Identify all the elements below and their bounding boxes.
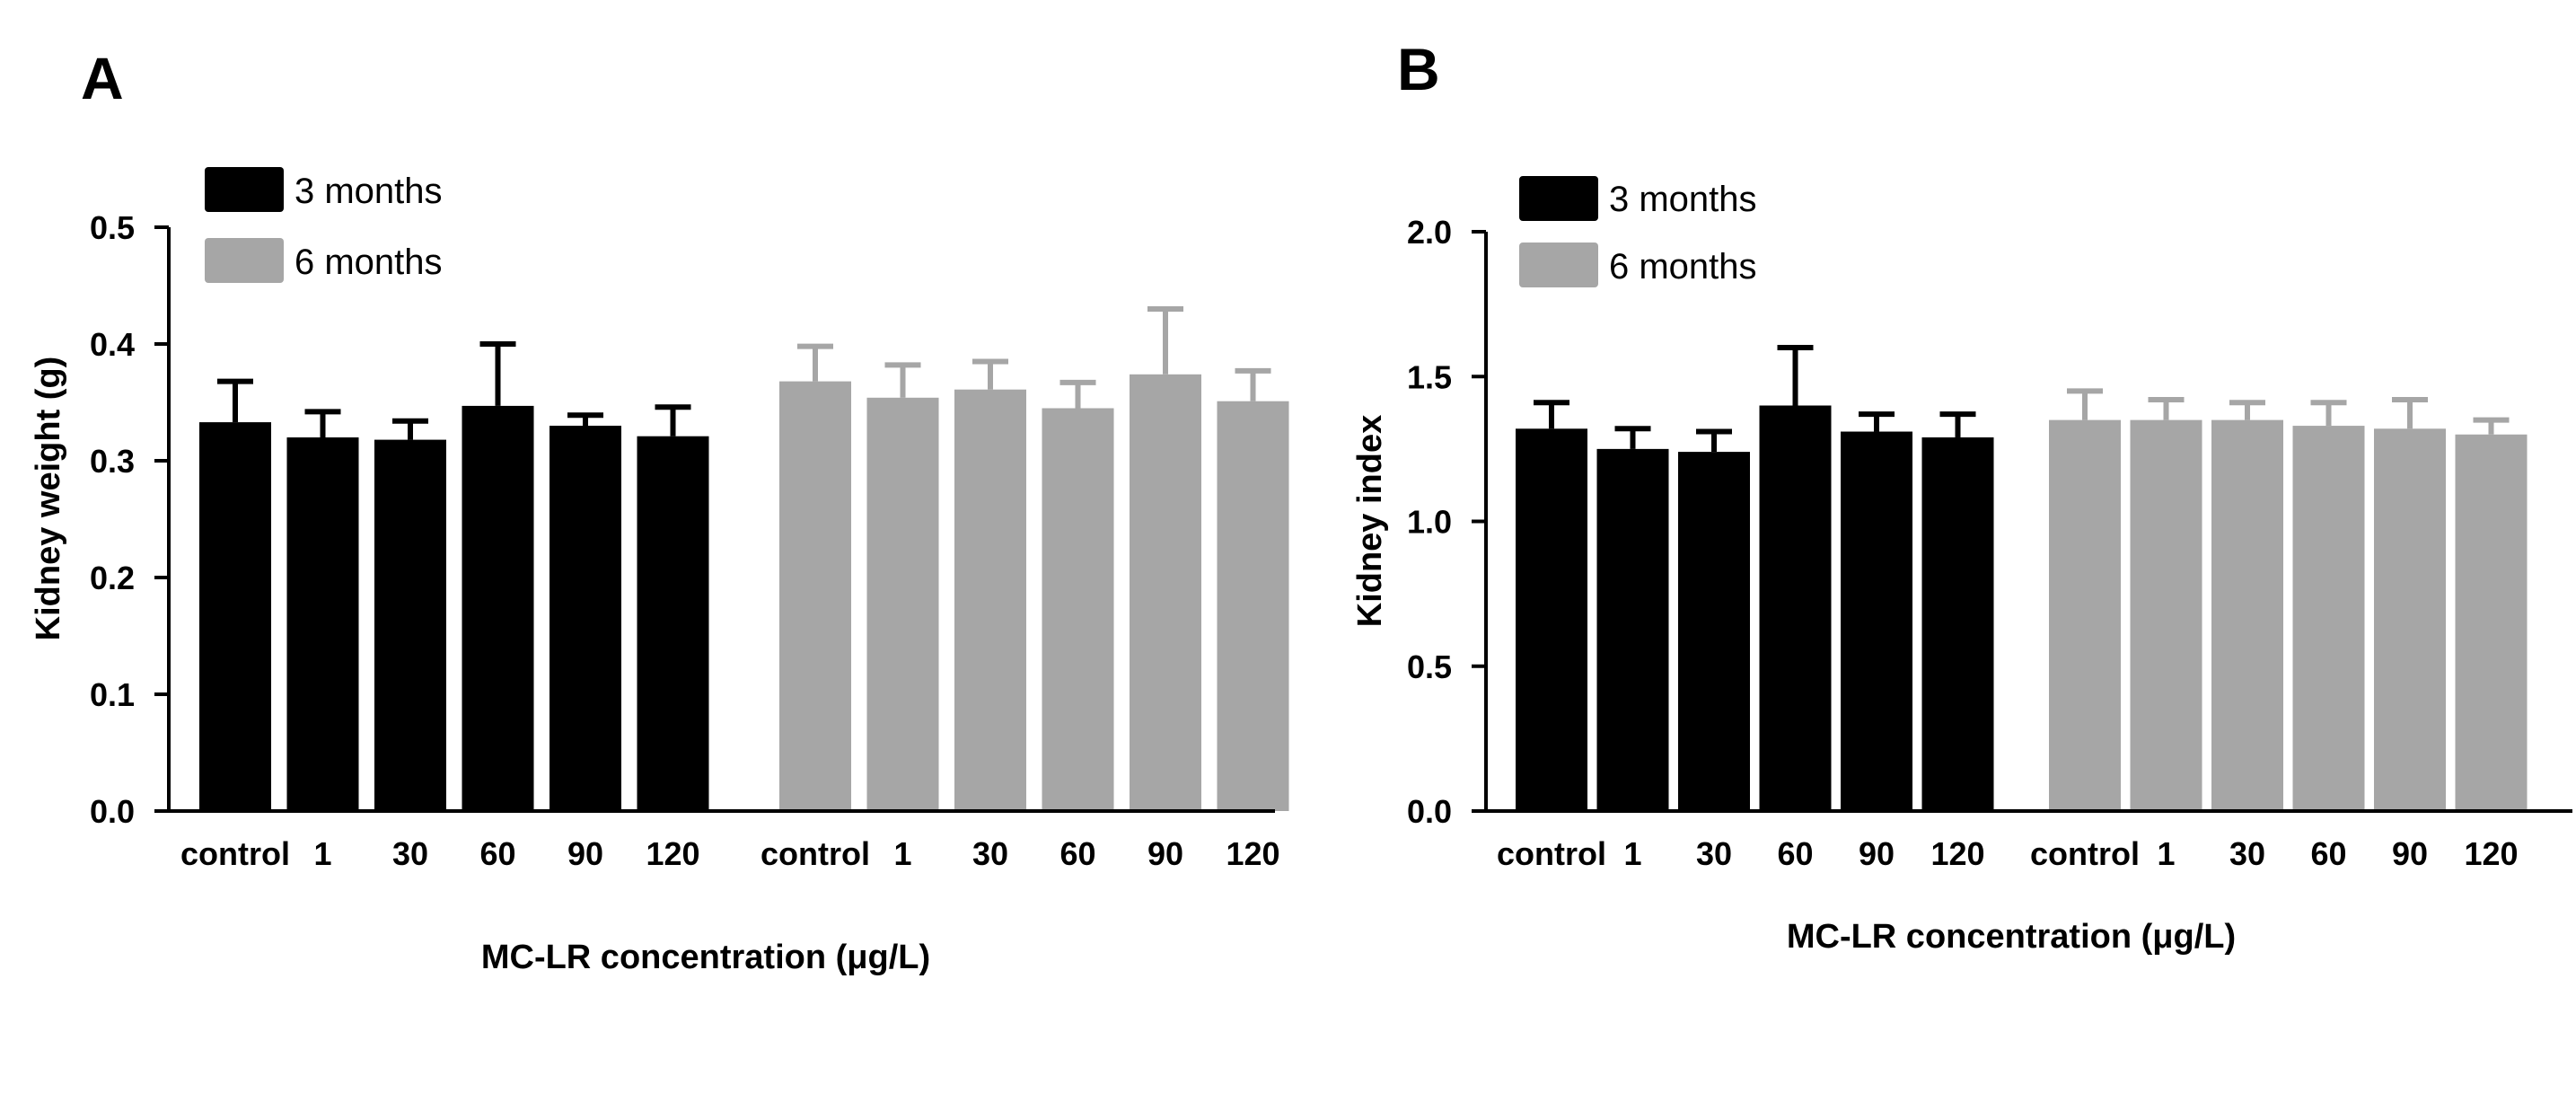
panel-a-x-tick-label: 120 <box>646 835 699 872</box>
panel-a-x-tick-label: 1 <box>893 835 911 872</box>
panel-b-legend-label-3-months: 3 months <box>1609 180 1757 219</box>
panel-a-bar-3-months-1 <box>287 437 359 811</box>
panel-b-legend-swatch-3-months <box>1519 176 1598 221</box>
panel-a-y-tick-label: 0.4 <box>90 326 135 363</box>
panel-b-bar-3-months-60 <box>1760 406 1832 812</box>
panel-b-y-tick-label: 2.0 <box>1407 214 1452 251</box>
panel-b-x-tick-label: 30 <box>2229 835 2265 872</box>
panel-a-bar-3-months-90 <box>549 426 621 811</box>
panel-a-y-tick-label: 0.3 <box>90 443 135 480</box>
panel-b-x-tick-label: 1 <box>1623 835 1641 872</box>
panel-a-bar-6-months-control <box>779 382 851 811</box>
panel-b-bar-6-months-60 <box>2293 426 2365 811</box>
panel-b-bar-3-months-control <box>1516 428 1587 811</box>
panel-a-bar-3-months-60 <box>462 406 534 811</box>
panel-b-x-tick-label: control <box>2030 835 2140 872</box>
panel-b-bar-3-months-30 <box>1678 452 1750 811</box>
panel-a-legend-swatch-3-months <box>205 167 284 212</box>
panel-b-x-tick-label: 60 <box>1777 835 1813 872</box>
panel-b-x-tick-label: control <box>1497 835 1606 872</box>
panel-b-bar-6-months-120 <box>2456 435 2528 811</box>
panel-a: A Kidney weight (g) MC-LR concentration … <box>30 45 1289 976</box>
panel-a-x-tick-label: 30 <box>392 835 428 872</box>
panel-b-x-axis-title: MC-LR concentration (μg/L) <box>1787 918 2236 956</box>
panel-b-y-tick-label: 0.0 <box>1407 793 1452 830</box>
panel-b-x-tick-label: 1 <box>2157 835 2175 872</box>
panel-a-plot-area: control 1 30 60 90 120 control 1 30 60 90 120 0.0 0.1… <box>90 209 1289 872</box>
panel-a-y-tick-label: 0.1 <box>90 676 135 713</box>
panel-a-legend-swatch-6-months <box>205 238 284 283</box>
panel-a-x-tick-label: 30 <box>972 835 1008 872</box>
panel-b-y-tick-label: 0.5 <box>1407 648 1452 685</box>
panel-a-y-tick-label: 0.5 <box>90 209 135 246</box>
panel-b-bar-6-months-control <box>2049 420 2121 811</box>
panel-a-x-tick-label: control <box>760 835 870 872</box>
panel-a-bar-3-months-120 <box>637 437 709 811</box>
panel-b-x-tick-label: 120 <box>1930 835 1984 872</box>
panel-b-bar-3-months-1 <box>1597 449 1669 811</box>
figure: A Kidney weight (g) MC-LR concentration … <box>0 0 2576 1120</box>
panel-b-y-axis-title: Kidney index <box>1351 415 1389 628</box>
panel-b-legend: 3 months 6 months <box>1519 176 1757 287</box>
panel-a-x-tick-label: 60 <box>479 835 515 872</box>
panel-a-y-axis-title: Kidney weight (g) <box>30 357 67 641</box>
panel-a-bar-6-months-30 <box>954 390 1026 811</box>
panel-b-bar-6-months-1 <box>2131 420 2202 811</box>
panel-a-x-tick-label: 120 <box>1226 835 1279 872</box>
panel-a-x-tick-label: 60 <box>1059 835 1095 872</box>
panel-a-x-tick-label: 1 <box>313 835 331 872</box>
panel-a-x-tick-label: 90 <box>1147 835 1183 872</box>
panel-b-bar-3-months-120 <box>1922 437 1994 811</box>
panel-b-y-tick-label: 1.0 <box>1407 504 1452 541</box>
panel-a-x-axis-title: MC-LR concentration (μg/L) <box>481 939 930 976</box>
panel-b-x-tick-label: 60 <box>2310 835 2346 872</box>
panel-b-x-tick-label: 120 <box>2464 835 2518 872</box>
panel-b-legend-label-6-months: 6 months <box>1609 247 1757 287</box>
panel-b-plot-area: control 1 30 60 90 120 control 1 30 60 90 120 0.0 0.5… <box>1407 214 2572 872</box>
panel-b: B Kidney index MC-LR concentration (μg/L… <box>1351 36 2572 956</box>
panel-a-bar-6-months-90 <box>1130 375 1201 811</box>
panel-a-x-tick-label: 90 <box>567 835 603 872</box>
panel-a-x-tick-label: control <box>180 835 290 872</box>
panel-b-label: B <box>1397 36 1440 102</box>
panel-a-bar-6-months-60 <box>1042 409 1114 812</box>
panel-b-bar-6-months-90 <box>2374 428 2446 811</box>
panel-a-bar-3-months-control <box>199 422 271 811</box>
panel-b-x-tick-label: 90 <box>1859 835 1895 872</box>
panel-a-y-tick-label: 0.2 <box>90 560 135 596</box>
panel-a-bar-3-months-30 <box>374 440 446 811</box>
panel-b-legend-swatch-6-months <box>1519 243 1598 287</box>
panel-a-bar-6-months-120 <box>1218 401 1289 811</box>
panel-b-bar-6-months-30 <box>2211 420 2283 811</box>
panel-b-x-tick-label: 90 <box>2392 835 2428 872</box>
panel-b-bar-3-months-90 <box>1841 432 1912 811</box>
panel-a-legend-label-6-months: 6 months <box>295 243 443 282</box>
panel-a-bar-6-months-1 <box>867 398 939 811</box>
panel-a-label: A <box>81 45 124 111</box>
panel-a-legend-label-3-months: 3 months <box>295 172 443 211</box>
panel-a-legend: 3 months 6 months <box>205 167 443 283</box>
panel-b-x-tick-label: 30 <box>1696 835 1732 872</box>
panel-a-y-tick-label: 0.0 <box>90 793 135 830</box>
panel-b-y-tick-label: 1.5 <box>1407 358 1452 395</box>
